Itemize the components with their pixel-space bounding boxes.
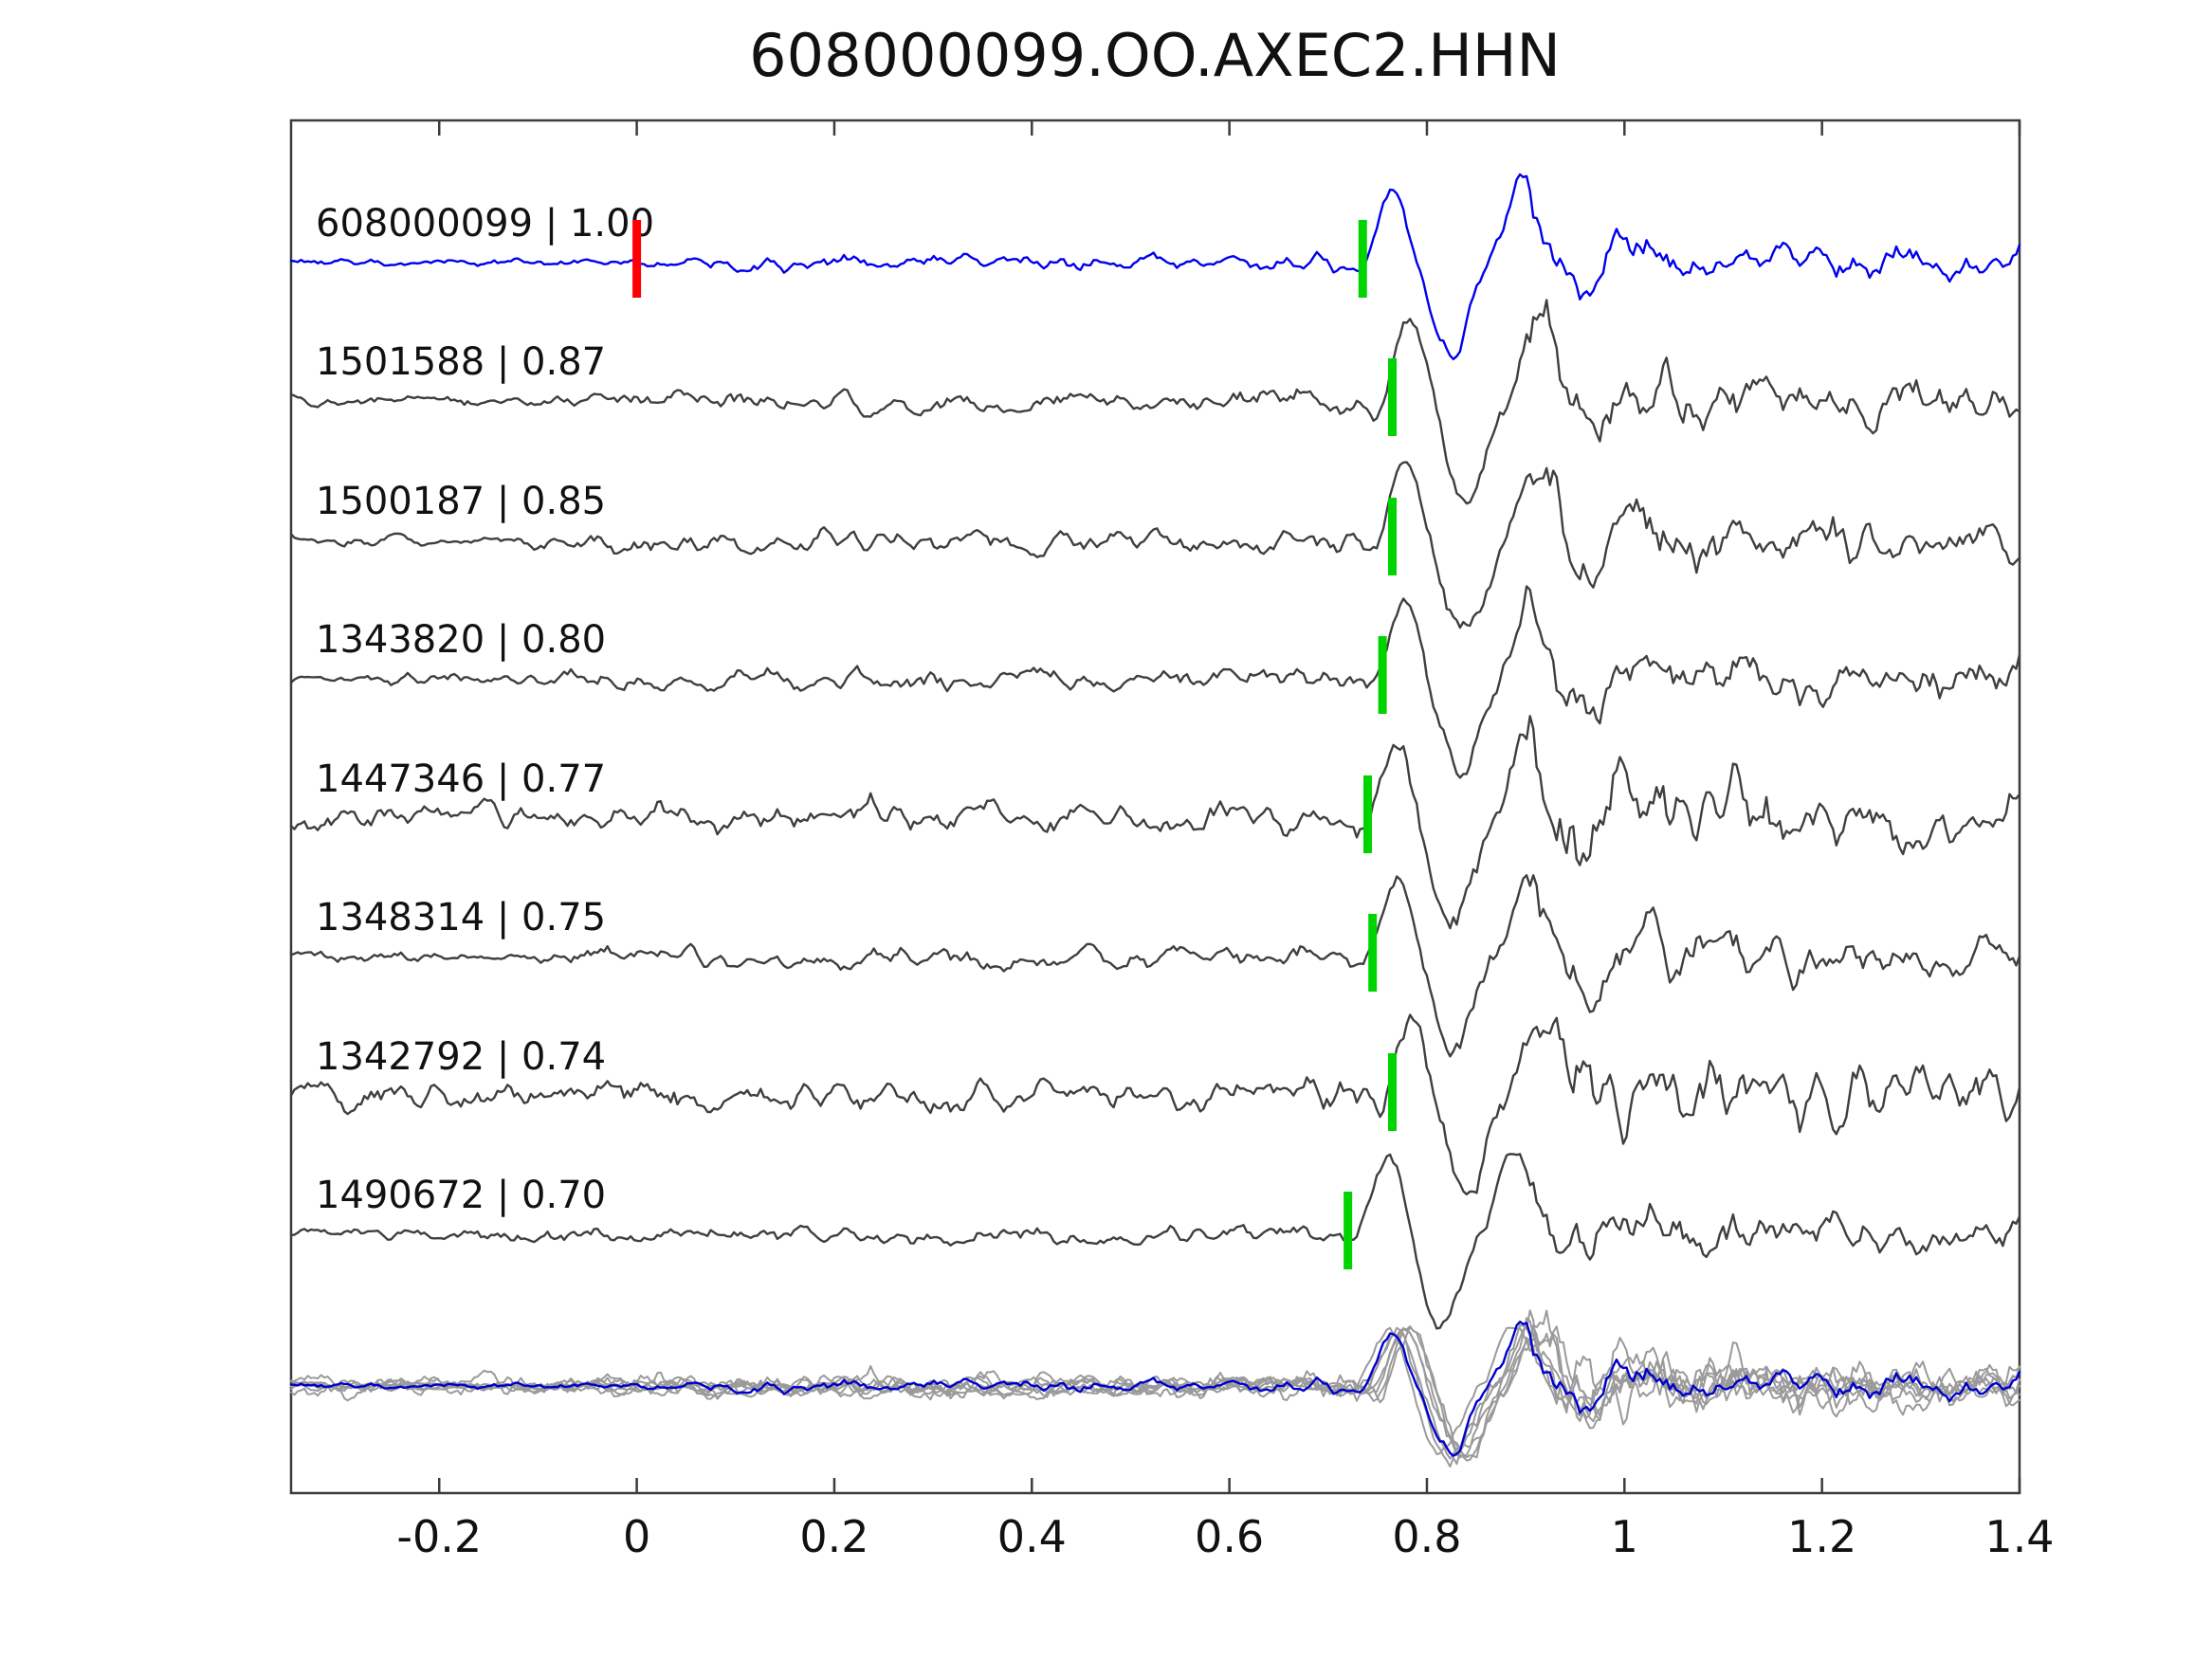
trace-label-1501588: 1501588 | 0.87 — [316, 340, 606, 384]
reference-time-marker — [632, 220, 642, 298]
x-tick-label: 1.4 — [1984, 1511, 2054, 1562]
x-tick-label: 0.6 — [1195, 1511, 1264, 1562]
plot-layers: -0.2 0 0.2 0.4 0.6 0.8 1 1.2 1.4 608000099 | 1.00… — [289, 118, 2055, 1562]
waveform-trace-1342792 — [289, 1013, 2021, 1195]
overlay-trace-reference — [289, 1321, 2021, 1457]
x-tick-label: 0 — [623, 1511, 650, 1562]
pick-marker-1447346 — [1362, 775, 1372, 853]
trace-label-1500187: 1500187 | 0.85 — [316, 480, 606, 523]
x-tick-label: -0.2 — [396, 1511, 482, 1562]
x-tick-label: 0.8 — [1392, 1511, 1461, 1562]
overlay-trace-1342792 — [290, 1325, 2020, 1459]
x-tick-label: 0.4 — [997, 1511, 1067, 1562]
trace-label-1490672: 1490672 | 0.70 — [316, 1174, 606, 1217]
waveform-trace-1343820 — [289, 585, 2021, 779]
pick-marker-1500187 — [1388, 498, 1398, 575]
trace-label-1348314: 1348314 | 0.75 — [316, 896, 606, 939]
waveform-trace-1348314 — [289, 874, 2021, 1058]
waveform-trace-1490672 — [289, 1153, 2021, 1330]
overlay-trace-1490672 — [290, 1326, 2020, 1455]
trace-label-1342792: 1342792 | 0.74 — [316, 1035, 606, 1079]
trace-label-1343820: 1343820 | 0.80 — [316, 618, 606, 662]
pick-marker-1348314 — [1368, 914, 1378, 992]
pick-marker-1490672 — [1344, 1192, 1353, 1269]
x-tick-label: 1.2 — [1787, 1511, 1856, 1562]
pick-marker-1342792 — [1388, 1053, 1398, 1131]
plot-frame — [289, 118, 2021, 1495]
waveform-trace-1500187 — [289, 461, 2021, 629]
chart-title: 608000099.OO.AXEC2.HHN — [749, 21, 1561, 90]
trace-label-1447346: 1447346 | 0.77 — [316, 757, 606, 801]
x-tick-label: 0.2 — [799, 1511, 868, 1562]
trace-label-608000099: 608000099 | 1.00 — [316, 202, 654, 246]
pick-marker-1501588 — [1388, 358, 1398, 436]
pick-marker-608000099 — [1358, 220, 1367, 298]
waveform-trace-1447346 — [289, 715, 2021, 930]
waveform-trace-1501588 — [289, 299, 2021, 505]
waveform-trace-608000099 — [289, 173, 2021, 360]
pick-marker-1343820 — [1378, 636, 1387, 714]
x-tick-label: 1 — [1611, 1511, 1638, 1562]
